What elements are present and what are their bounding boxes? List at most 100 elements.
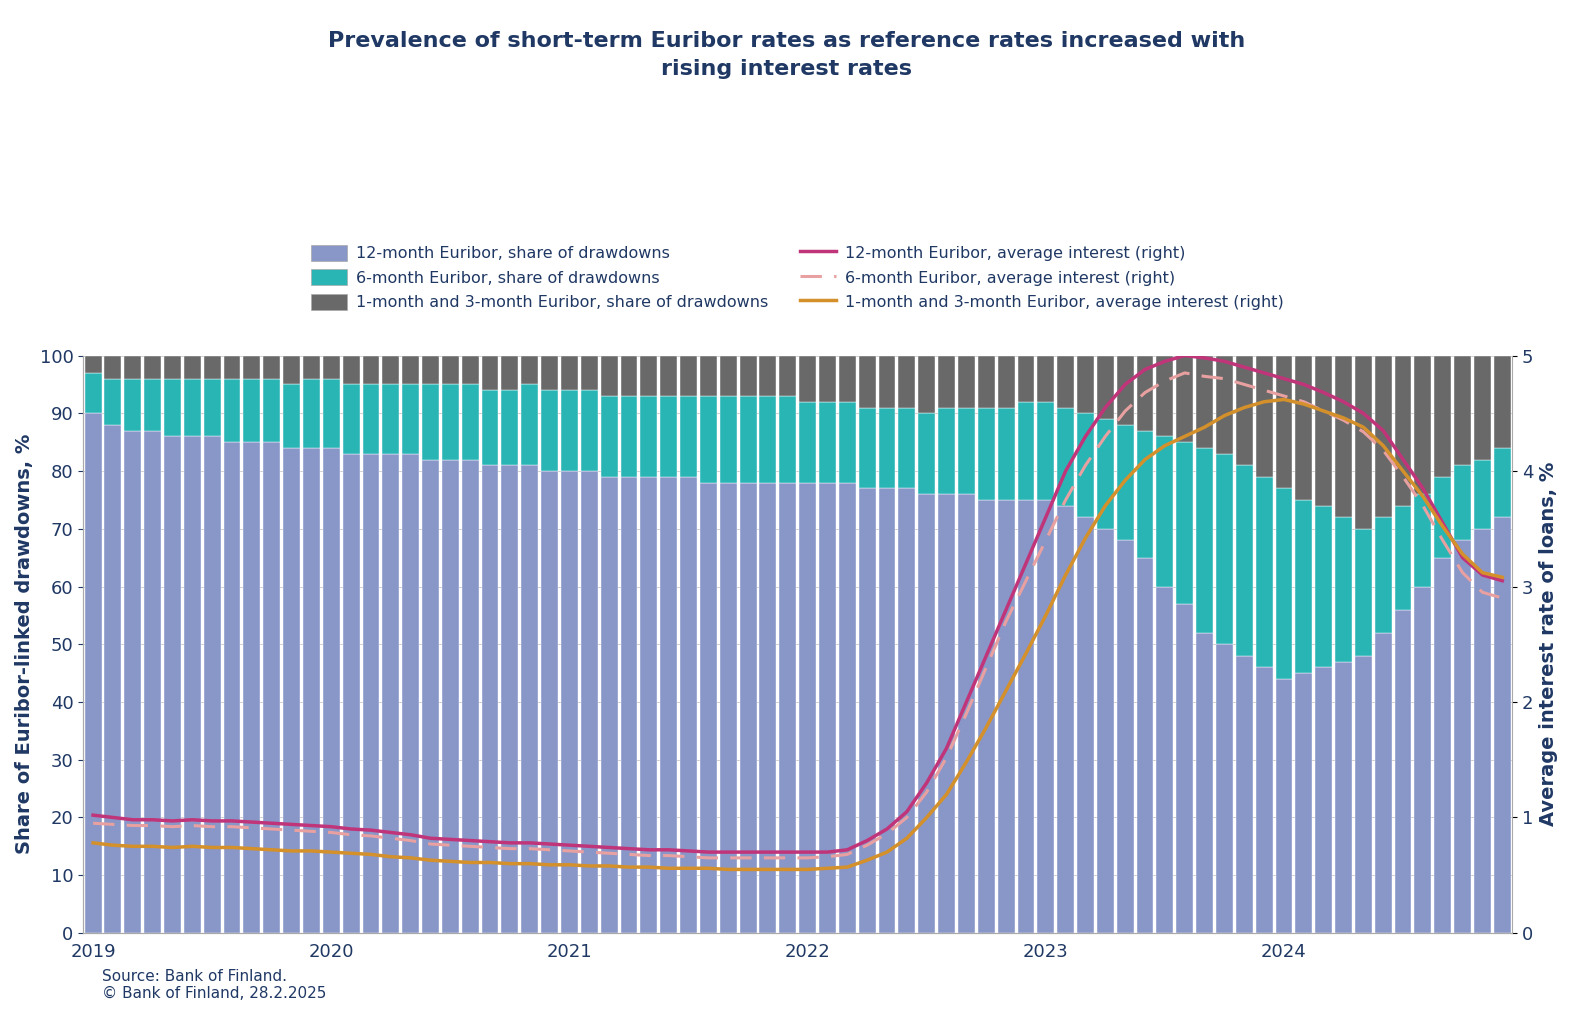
Bar (1296, 355, 1312, 500)
Bar (919, 355, 934, 413)
Bar (1375, 355, 1392, 518)
Bar (502, 465, 519, 933)
Bar (1474, 355, 1491, 459)
Bar (104, 355, 121, 379)
Bar (760, 355, 777, 396)
Bar (1037, 500, 1054, 933)
Bar (601, 477, 618, 933)
Bar (879, 408, 895, 489)
Bar (403, 384, 418, 454)
Bar (859, 355, 876, 408)
Bar (322, 448, 340, 933)
Bar (620, 396, 637, 477)
Bar (938, 494, 955, 933)
Bar (1296, 673, 1312, 933)
Bar (820, 483, 835, 933)
Bar (680, 355, 697, 396)
Bar (521, 355, 538, 384)
Bar (1195, 633, 1213, 933)
Bar (442, 384, 459, 459)
Bar (601, 396, 618, 477)
Bar (462, 384, 478, 459)
Bar (382, 454, 400, 933)
Bar (640, 477, 658, 933)
Bar (1096, 529, 1114, 933)
Bar (1057, 355, 1074, 408)
Bar (1255, 477, 1273, 668)
Bar (760, 396, 777, 483)
Bar (1117, 355, 1134, 425)
Bar (1057, 408, 1074, 505)
Bar (978, 500, 994, 933)
Bar (838, 355, 856, 402)
Bar (1335, 355, 1351, 518)
Bar (640, 396, 658, 477)
Bar (620, 477, 637, 933)
Bar (760, 483, 777, 933)
Bar (283, 448, 300, 933)
Bar (521, 465, 538, 933)
Bar (521, 384, 538, 465)
Y-axis label: Share of Euribor-linked drawdowns, %: Share of Euribor-linked drawdowns, % (16, 434, 35, 854)
Bar (1296, 500, 1312, 673)
Bar (1078, 355, 1093, 413)
Bar (580, 471, 598, 933)
Bar (422, 459, 439, 933)
Bar (720, 355, 736, 396)
Bar (85, 413, 102, 933)
Bar (1216, 454, 1233, 644)
Bar (1354, 529, 1372, 656)
Bar (1354, 656, 1372, 933)
Bar (1315, 505, 1332, 668)
Bar (1037, 402, 1054, 500)
Bar (1453, 355, 1471, 465)
Bar (620, 355, 637, 396)
Bar (1216, 644, 1233, 933)
Bar (164, 355, 181, 379)
Bar (1137, 430, 1153, 558)
Bar (958, 494, 975, 933)
Bar (382, 355, 400, 384)
Bar (502, 390, 519, 465)
Bar (1414, 494, 1431, 586)
Bar (541, 471, 558, 933)
Bar (422, 355, 439, 384)
Bar (1255, 668, 1273, 933)
Bar (661, 396, 676, 477)
Bar (304, 355, 319, 379)
Bar (1494, 518, 1510, 933)
Bar (680, 477, 697, 933)
Bar (204, 379, 220, 436)
Bar (145, 430, 160, 933)
Bar (304, 448, 319, 933)
Bar (1078, 518, 1093, 933)
Bar (541, 390, 558, 471)
Bar (184, 379, 201, 436)
Bar (661, 477, 676, 933)
Bar (263, 379, 280, 443)
Bar (322, 355, 340, 379)
Bar (1315, 355, 1332, 505)
Text: Source: Bank of Finland.
© Bank of Finland, 28.2.2025: Source: Bank of Finland. © Bank of Finla… (102, 968, 327, 1001)
Bar (85, 355, 102, 373)
Bar (1474, 529, 1491, 933)
Bar (720, 396, 736, 483)
Bar (283, 384, 300, 448)
Bar (422, 384, 439, 459)
Bar (799, 483, 816, 933)
Bar (1395, 610, 1411, 933)
Bar (481, 390, 499, 465)
Bar (223, 355, 241, 379)
Bar (580, 355, 598, 390)
Bar (403, 454, 418, 933)
Bar (263, 443, 280, 933)
Bar (1435, 558, 1452, 933)
Bar (1195, 355, 1213, 448)
Bar (343, 355, 360, 384)
Bar (1177, 443, 1194, 604)
Bar (1177, 355, 1194, 443)
Bar (562, 390, 577, 471)
Bar (204, 436, 220, 933)
Bar (1395, 355, 1411, 505)
Bar (184, 436, 201, 933)
